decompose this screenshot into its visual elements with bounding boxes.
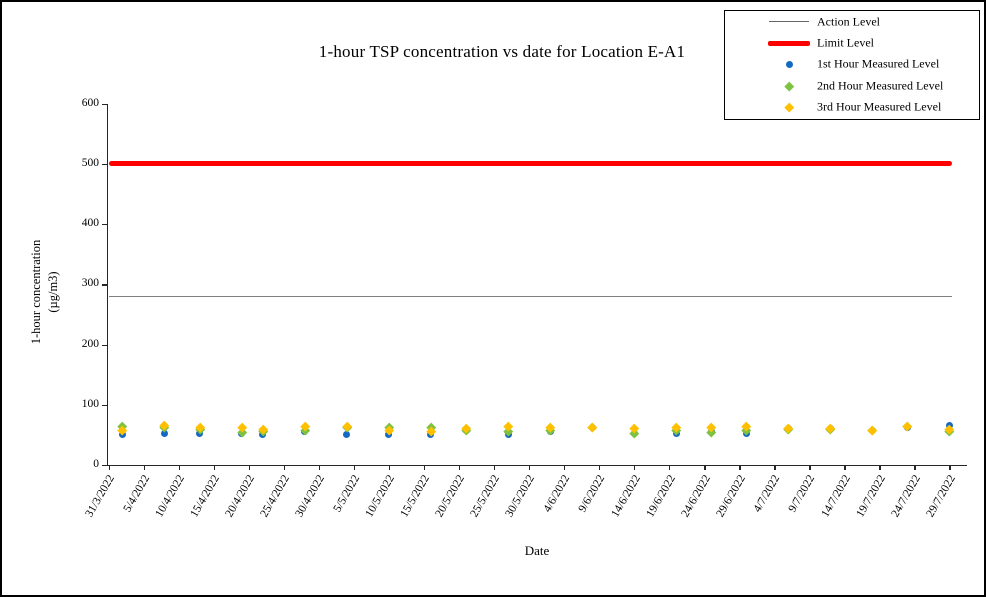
data-point-1st-hour bbox=[196, 430, 204, 438]
x-tick bbox=[774, 466, 776, 471]
x-tick bbox=[283, 466, 286, 471]
x-tick bbox=[739, 466, 741, 471]
action-level-line-icon bbox=[767, 11, 811, 32]
legend-item-3rd-hour: 3rd Hour Measured Level bbox=[725, 97, 979, 118]
data-point-3rd-hour bbox=[867, 425, 877, 435]
x-tick bbox=[844, 466, 846, 471]
x-tick bbox=[914, 466, 916, 471]
y-tick bbox=[102, 465, 107, 467]
y-tick-label: 100 bbox=[81, 397, 99, 410]
legend-label: 3rd Hour Measured Level bbox=[817, 99, 942, 114]
y-tick-label: 300 bbox=[81, 277, 99, 290]
data-point-1st-hour bbox=[343, 431, 351, 439]
y-tick bbox=[102, 404, 107, 407]
legend-label: Action Level bbox=[817, 14, 880, 29]
x-tick bbox=[599, 466, 601, 471]
limit-level-line bbox=[108, 161, 953, 167]
y-tick-label: 500 bbox=[81, 156, 99, 169]
chart-title: 1-hour TSP concentration vs date for Loc… bbox=[318, 42, 686, 61]
circle-marker-icon bbox=[767, 54, 811, 75]
diamond-marker-icon bbox=[767, 97, 811, 118]
data-point-3rd-hour bbox=[587, 422, 597, 432]
legend-item-limit-level: Limit Level bbox=[725, 32, 979, 53]
x-tick bbox=[949, 466, 951, 471]
x-tick bbox=[634, 466, 636, 471]
y-tick bbox=[102, 284, 107, 286]
y-tick-label: 200 bbox=[81, 337, 99, 350]
x-tick bbox=[213, 466, 216, 471]
diamond-marker-icon bbox=[767, 75, 811, 96]
legend-label: Limit Level bbox=[817, 35, 874, 50]
legend-box: Action Level Limit Level 1st Hour Measur… bbox=[724, 10, 980, 120]
y-tick bbox=[102, 224, 107, 226]
y-axis bbox=[107, 103, 109, 465]
limit-level-line-icon bbox=[767, 32, 811, 53]
legend-item-1st-hour: 1st Hour Measured Level bbox=[725, 54, 979, 75]
y-tick-label: 400 bbox=[81, 217, 99, 230]
x-tick bbox=[529, 466, 531, 471]
y-tick-label: 600 bbox=[81, 96, 99, 109]
x-tick bbox=[178, 466, 181, 471]
data-point-1st-hour bbox=[161, 430, 169, 438]
y-tick bbox=[102, 344, 107, 346]
y-tick-label: 0 bbox=[93, 458, 99, 470]
x-tick bbox=[423, 466, 426, 471]
x-tick bbox=[143, 466, 146, 471]
action-level-line bbox=[108, 295, 953, 298]
y-tick bbox=[102, 163, 107, 166]
legend-label: 1st Hour Measured Level bbox=[817, 56, 940, 71]
y-axis-title: 1-hour concentration (µg/m3) bbox=[29, 239, 60, 345]
x-tick bbox=[494, 466, 496, 471]
x-axis bbox=[107, 465, 967, 467]
x-tick bbox=[809, 466, 811, 471]
legend-label: 2nd Hour Measured Level bbox=[817, 78, 944, 93]
x-tick bbox=[879, 466, 881, 471]
x-tick bbox=[564, 466, 566, 471]
legend-item-2nd-hour: 2nd Hour Measured Level bbox=[725, 75, 979, 96]
x-tick bbox=[353, 466, 356, 471]
y-tick bbox=[102, 103, 107, 105]
x-tick bbox=[704, 466, 706, 471]
x-tick bbox=[108, 466, 110, 471]
x-tick bbox=[669, 466, 671, 471]
legend-item-action-level: Action Level bbox=[725, 11, 979, 32]
x-tick bbox=[459, 466, 461, 471]
x-tick bbox=[248, 466, 251, 471]
x-tick bbox=[318, 466, 321, 471]
x-axis-title: Date bbox=[524, 543, 550, 558]
x-tick bbox=[388, 466, 391, 471]
